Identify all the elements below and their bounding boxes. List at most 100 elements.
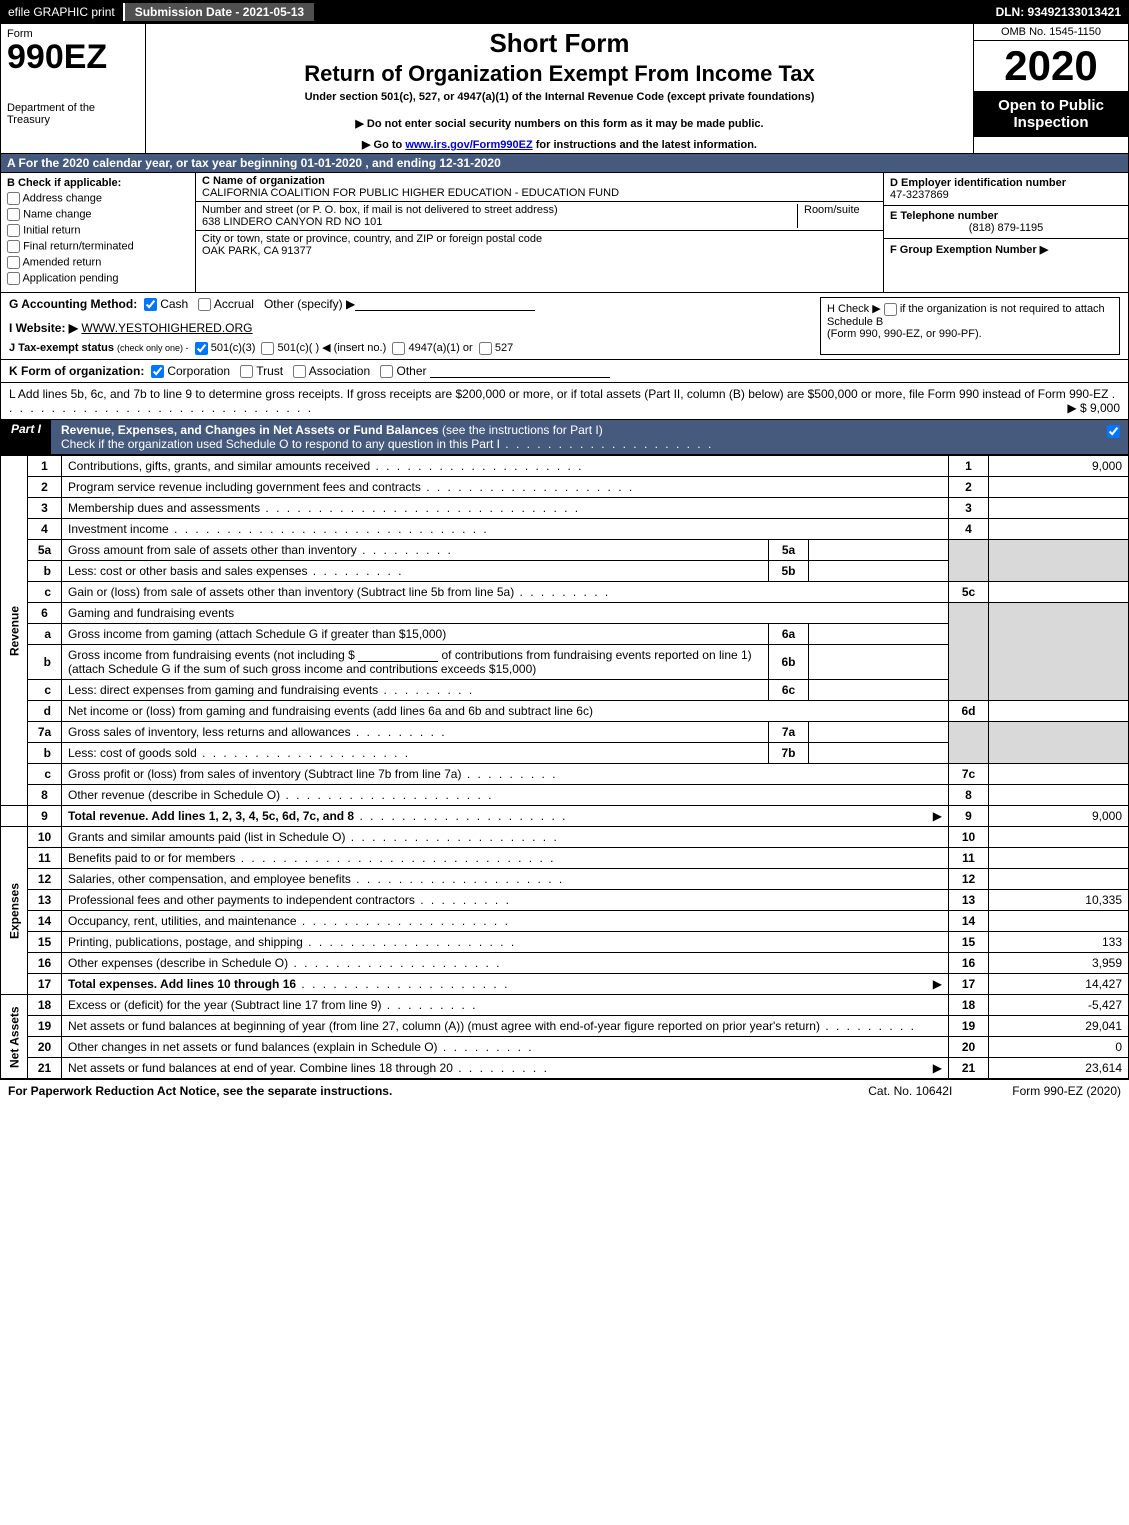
r19-desc: Net assets or fund balances at beginning…: [68, 1019, 820, 1033]
lbl-initial-return: Initial return: [23, 224, 80, 236]
part1-table: Revenue 1 Contributions, gifts, grants, …: [0, 455, 1129, 1079]
line-l: L Add lines 5b, 6c, and 7b to line 9 to …: [0, 383, 1129, 420]
row-5c: c Gain or (loss) from sale of assets oth…: [1, 582, 1129, 603]
chk-h[interactable]: [884, 303, 897, 316]
i-label: I Website: ▶: [9, 321, 78, 335]
r11-desc: Benefits paid to or for members: [68, 851, 235, 865]
r20-amt: 0: [989, 1037, 1129, 1058]
part1-num: Part I: [1, 420, 51, 454]
chk-association[interactable]: [293, 365, 306, 378]
addr-label: Number and street (or P. O. box, if mail…: [202, 204, 797, 216]
chk-501c3[interactable]: [195, 342, 208, 355]
row-17: 17 Total expenses. Add lines 10 through …: [1, 974, 1129, 995]
r15-desc: Printing, publications, postage, and shi…: [68, 935, 303, 949]
goto-line: ▶ Go to www.irs.gov/Form990EZ for instru…: [156, 138, 963, 151]
main-title: Return of Organization Exempt From Incom…: [156, 61, 963, 87]
chk-amended-return[interactable]: [7, 256, 20, 269]
row-15: 15 Printing, publications, postage, and …: [1, 932, 1129, 953]
open-public-badge: Open to Public Inspection: [974, 91, 1128, 137]
r18-amt: -5,427: [989, 995, 1129, 1016]
r21-desc: Net assets or fund balances at end of ye…: [68, 1061, 453, 1075]
lbl-corporation: Corporation: [167, 364, 230, 378]
lbl-527: 527: [495, 342, 513, 354]
k-label: K Form of organization:: [9, 364, 144, 378]
r7a-inline-amt: [809, 722, 949, 743]
r13-desc: Professional fees and other payments to …: [68, 893, 415, 907]
chk-501c[interactable]: [261, 342, 274, 355]
r4-desc: Investment income: [68, 522, 169, 536]
chk-address-change[interactable]: [7, 192, 20, 205]
chk-name-change[interactable]: [7, 208, 20, 221]
org-address: 638 LINDERO CANYON RD NO 101: [202, 216, 797, 228]
chk-4947[interactable]: [392, 342, 405, 355]
r6-desc: Gaming and fundraising events: [62, 603, 949, 624]
chk-initial-return[interactable]: [7, 224, 20, 237]
j-sub: (check only one) -: [117, 343, 189, 353]
other-method-blank[interactable]: [355, 297, 535, 311]
group-exemption-label: F Group Exemption Number ▶: [890, 243, 1122, 256]
row-14: 14 Occupancy, rent, utilities, and maint…: [1, 911, 1129, 932]
chk-other-org[interactable]: [380, 365, 393, 378]
org-name: CALIFORNIA COALITION FOR PUBLIC HIGHER E…: [202, 187, 877, 199]
r17-arrow: ▶: [933, 977, 942, 991]
line-gh: G Accounting Method: Cash Accrual Other …: [0, 293, 1129, 360]
lbl-address-change: Address change: [22, 192, 102, 204]
line-i: I Website: ▶ WWW.YESTOHIGHERED.ORG: [9, 321, 820, 335]
org-city: OAK PARK, CA 91377: [202, 245, 877, 257]
lbl-other-org: Other: [397, 364, 427, 378]
chk-schedule-o[interactable]: [1107, 425, 1120, 438]
chk-accrual[interactable]: [198, 298, 211, 311]
r1-desc: Contributions, gifts, grants, and simila…: [68, 459, 370, 473]
h-prefix: H Check ▶: [827, 303, 881, 315]
row-21: 21 Net assets or fund balances at end of…: [1, 1058, 1129, 1079]
r21-amt: 23,614: [989, 1058, 1129, 1079]
row-10: Expenses 10 Grants and similar amounts p…: [1, 827, 1129, 848]
chk-final-return[interactable]: [7, 240, 20, 253]
r15-amt: 133: [989, 932, 1129, 953]
efile-print-label[interactable]: efile GRAPHIC print: [0, 3, 125, 21]
dept-treasury: Department of the Treasury: [7, 102, 139, 126]
irs-link[interactable]: www.irs.gov/Form990EZ: [405, 139, 532, 151]
tel-label: E Telephone number: [890, 210, 1122, 222]
form-number: 990EZ: [7, 40, 139, 74]
r16-amt: 3,959: [989, 953, 1129, 974]
r5a-inline-amt: [809, 540, 949, 561]
r6b-blank[interactable]: [358, 648, 438, 662]
r18-desc: Excess or (deficit) for the year (Subtra…: [68, 998, 381, 1012]
section-b: B Check if applicable: Address change Na…: [1, 173, 196, 292]
r5b-desc: Less: cost or other basis and sales expe…: [68, 564, 307, 578]
h-text3: (Form 990, 990-EZ, or 990-PF).: [827, 328, 982, 340]
r6b-inline-amt: [809, 645, 949, 680]
chk-corporation[interactable]: [151, 365, 164, 378]
page-footer: For Paperwork Reduction Act Notice, see …: [0, 1079, 1129, 1102]
ssn-warning: ▶ Do not enter social security numbers o…: [156, 117, 963, 130]
lbl-association: Association: [309, 364, 370, 378]
row-2: 2 Program service revenue including gove…: [1, 477, 1129, 498]
part1-sub: (see the instructions for Part I): [442, 423, 603, 437]
chk-cash[interactable]: [144, 298, 157, 311]
ein-label: D Employer identification number: [890, 177, 1122, 189]
chk-trust[interactable]: [240, 365, 253, 378]
r1-amt: 9,000: [989, 456, 1129, 477]
section-def: D Employer identification number 47-3237…: [883, 173, 1128, 292]
g-label: G Accounting Method:: [9, 297, 137, 311]
chk-527[interactable]: [479, 342, 492, 355]
sidebar-netassets: Net Assets: [1, 995, 28, 1079]
l-text: L Add lines 5b, 6c, and 7b to line 9 to …: [9, 387, 1108, 401]
r7c-desc: Gross profit or (loss) from sales of inv…: [68, 767, 461, 781]
line-a-tax-year: A For the 2020 calendar year, or tax yea…: [0, 154, 1129, 173]
under-section-text: Under section 501(c), 527, or 4947(a)(1)…: [156, 91, 963, 103]
r7b-desc: Less: cost of goods sold: [68, 746, 197, 760]
row-13: 13 Professional fees and other payments …: [1, 890, 1129, 911]
other-org-blank[interactable]: [430, 364, 610, 378]
pra-notice: For Paperwork Reduction Act Notice, see …: [8, 1084, 808, 1098]
chk-application-pending[interactable]: [7, 272, 20, 285]
r6c-desc: Less: direct expenses from gaming and fu…: [68, 683, 378, 697]
lbl-cash: Cash: [160, 297, 188, 311]
row-5a: 5a Gross amount from sale of assets othe…: [1, 540, 1129, 561]
website-value: WWW.YESTOHIGHERED.ORG: [81, 321, 252, 335]
r12-desc: Salaries, other compensation, and employ…: [68, 872, 351, 886]
form-id-footer: Form 990-EZ (2020): [1012, 1084, 1121, 1098]
r9-desc: Total revenue. Add lines 1, 2, 3, 4, 5c,…: [68, 809, 354, 823]
city-label: City or town, state or province, country…: [202, 233, 877, 245]
